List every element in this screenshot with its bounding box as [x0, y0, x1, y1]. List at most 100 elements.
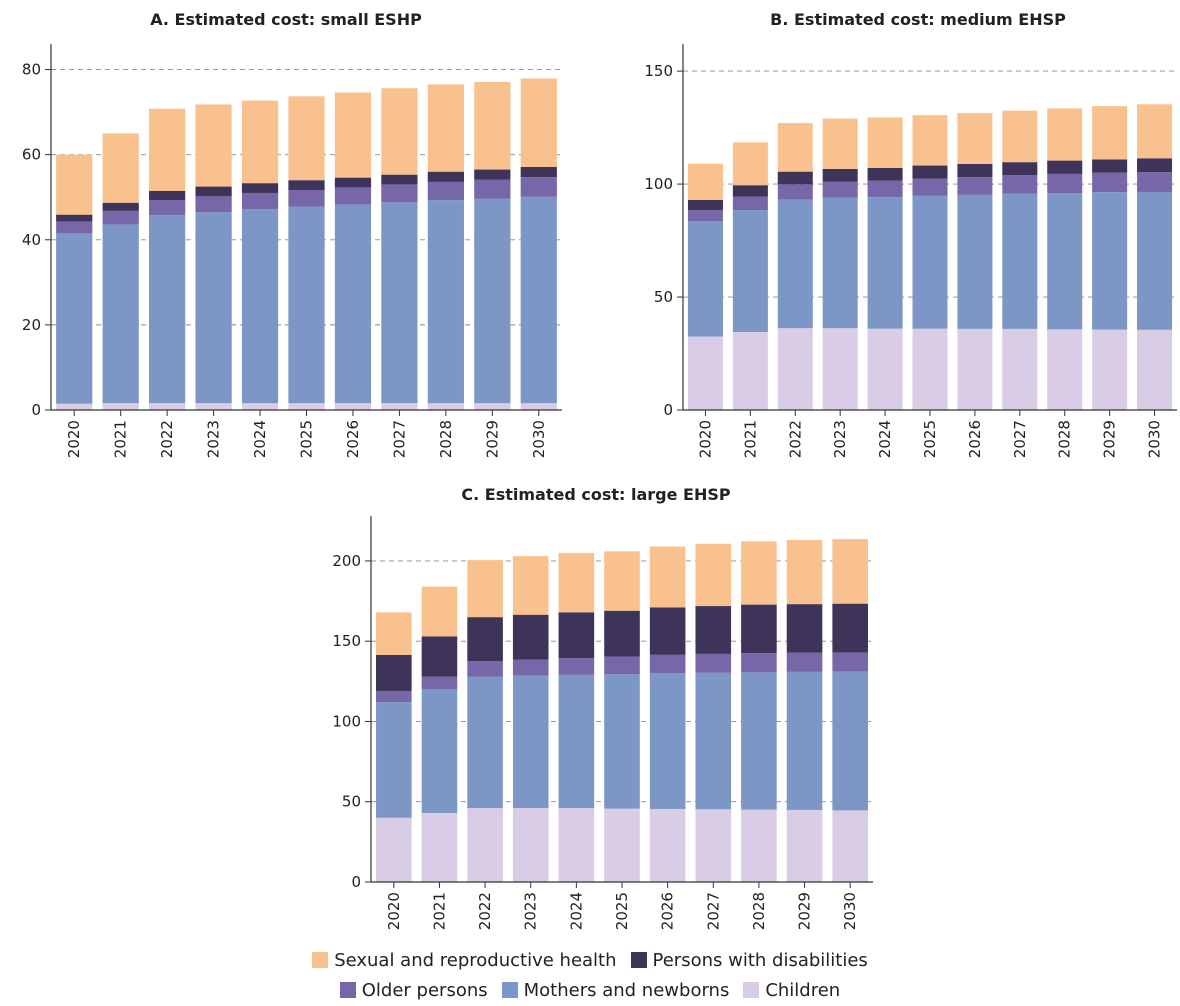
chart-b-bar-sexual-and-reproductive-health-2028: [1047, 108, 1083, 161]
legend-item-older-persons: Older persons: [339, 979, 488, 1001]
chart-c-y-tick-label: 50: [342, 793, 361, 811]
chart-b-y-tick-label: 150: [644, 62, 673, 80]
chart-a-x-tick-label-2026: 2026: [344, 420, 362, 458]
chart-b-bar-sexual-and-reproductive-health-2024: [867, 117, 903, 168]
chart-c-y-tick-label: 0: [351, 873, 361, 891]
chart-b-y-tick-label: 50: [654, 288, 673, 306]
chart-a-bar-older-persons-2024: [241, 192, 279, 210]
chart-c-bar-older-persons-2027: [695, 653, 732, 673]
legend-swatch-sexual-reproductive-health: [312, 952, 329, 968]
chart-b-x-tick-label-2029: 2029: [1101, 420, 1119, 458]
chart-c-bar-children-2021: [421, 812, 458, 882]
chart-b-bar-older-persons-2028: [1047, 173, 1083, 194]
chart-a-x-tick-label-2024: 2024: [251, 420, 269, 458]
chart-a-x-tick-label-2030: 2030: [530, 420, 548, 458]
chart-b-x-tick-label-2030: 2030: [1146, 420, 1164, 458]
legend-label-sexual-reproductive-health: Sexual and reproductive health: [334, 949, 617, 971]
chart-b-bar-older-persons-2027: [1002, 175, 1038, 194]
chart-c-bar-older-persons-2022: [467, 661, 503, 677]
chart-c-bar-children-2024: [558, 808, 595, 882]
chart-c-y-tick-label: 100: [332, 712, 361, 730]
chart-b-bar-persons-with-disabilities-2020: [687, 199, 723, 211]
chart-c-bar-sexual-and-reproductive-health-2030: [832, 539, 868, 604]
chart-a-bar-mothers-and-newborns-2022: [149, 215, 186, 404]
chart-b-bar-mothers-and-newborns-2025: [912, 195, 948, 329]
chart-b-bar-older-persons-2024: [867, 180, 903, 198]
chart-a-bar-children-2027: [381, 403, 418, 410]
chart-c-bar-mothers-and-newborns-2029: [786, 671, 823, 810]
chart-a-bar-sexual-and-reproductive-health-2025: [288, 96, 325, 181]
legend-item-persons-with-disabilities: Persons with disabilities: [630, 950, 868, 971]
chart-c-bar-sexual-and-reproductive-health-2021: [421, 586, 458, 637]
chart-c-bar-persons-with-disabilities-2027: [695, 606, 732, 654]
chart-c-bar-mothers-and-newborns-2028: [741, 672, 777, 810]
chart-c-bar-sexual-and-reproductive-health-2029: [786, 539, 823, 605]
chart-b-x-tick-label-2022: 2022: [786, 420, 804, 458]
chart-a-x-tick-label-2028: 2028: [437, 420, 455, 458]
chart-a-x-tick-label-2021: 2021: [112, 420, 130, 458]
chart-a-bar-older-persons-2022: [149, 200, 186, 216]
chart-c-bar-older-persons-2029: [786, 652, 823, 672]
chart-a-bar-persons-with-disabilities-2020: [56, 214, 93, 222]
chart-b-bar-children-2028: [1047, 329, 1083, 410]
chart-a-bar-mothers-and-newborns-2029: [474, 198, 511, 404]
chart-b-bar-persons-with-disabilities-2027: [1002, 162, 1038, 176]
chart-c-bar-sexual-and-reproductive-health-2024: [558, 552, 595, 613]
chart-b-x-tick-label-2027: 2027: [1011, 420, 1029, 458]
legend-item-sexual-reproductive-health: Sexual and reproductive health: [312, 949, 617, 971]
chart-c-bar-sexual-and-reproductive-health-2022: [467, 560, 503, 618]
chart-a-y-tick-label: 80: [22, 61, 41, 79]
chart-b-bar-persons-with-disabilities-2023: [822, 168, 858, 182]
chart-c-bar-children-2030: [832, 810, 868, 882]
chart-c-bar-mothers-and-newborns-2023: [512, 675, 549, 809]
chart-a-bar-persons-with-disabilities-2025: [288, 180, 325, 190]
chart-b-bar-persons-with-disabilities-2024: [867, 167, 903, 181]
chart-c: C. Estimated cost: large EHSP 0 50 100 150 2…: [332, 485, 873, 930]
chart-a-bar-older-persons-2030: [520, 177, 557, 197]
chart-c-bar-older-persons-2025: [604, 656, 640, 675]
chart-a-bar-persons-with-disabilities-2021: [102, 202, 139, 211]
chart-b: B. Estimated cost: medium EHSP 0 50 100 150…: [644, 10, 1177, 458]
chart-b-bar-mothers-and-newborns-2024: [867, 197, 903, 329]
chart-c-y-tick-label: 150: [332, 632, 361, 650]
chart-c-bar-persons-with-disabilities-2025: [604, 610, 640, 657]
chart-a-bar-older-persons-2026: [334, 187, 372, 205]
chart-b-bar-older-persons-2029: [1092, 172, 1128, 193]
chart-b-bar-children-2022: [777, 328, 813, 410]
chart-c-title: C. Estimated cost: large EHSP: [461, 485, 730, 504]
chart-a-bar-persons-with-disabilities-2027: [381, 174, 418, 185]
chart-b-bar-children-2023: [822, 328, 858, 410]
chart-b-bar-children-2020: [687, 336, 723, 410]
chart-a-title: A. Estimated cost: small ESHP: [150, 10, 422, 29]
chart-a-bar-older-persons-2021: [102, 210, 139, 225]
chart-c-x-tick-label-2021: 2021: [430, 892, 448, 930]
chart-c-bar-persons-with-disabilities-2024: [558, 612, 595, 659]
chart-c-bar-older-persons-2024: [558, 658, 595, 675]
chart-b-bar-sexual-and-reproductive-health-2029: [1092, 106, 1128, 160]
chart-b-bar-persons-with-disabilities-2030: [1137, 158, 1173, 173]
chart-c-bar-children-2027: [695, 809, 732, 882]
chart-a-bar-children-2029: [474, 403, 511, 410]
chart-c-bar-sexual-and-reproductive-health-2023: [512, 556, 549, 615]
chart-c-bar-persons-with-disabilities-2030: [832, 603, 868, 653]
chart-c-bar-mothers-and-newborns-2021: [421, 689, 458, 813]
chart-b-x-tick-label-2023: 2023: [831, 420, 849, 458]
chart-c-bar-older-persons-2020: [376, 690, 412, 703]
chart-c-bar-mothers-and-newborns-2025: [604, 674, 640, 809]
legend-item-children: Children: [743, 980, 840, 1001]
chart-c-bar-persons-with-disabilities-2022: [467, 617, 503, 662]
chart-a-bar-mothers-and-newborns-2027: [381, 202, 418, 404]
chart-b-bar-children-2027: [1002, 328, 1038, 410]
chart-a-bar-mothers-and-newborns-2028: [427, 200, 464, 404]
legend-label-mothers-and-newborns: Mothers and newborns: [523, 979, 730, 1001]
legend-label-older-persons: Older persons: [361, 979, 488, 1001]
chart-b-bar-sexual-and-reproductive-health-2020: [687, 163, 723, 200]
chart-a-bar-mothers-and-newborns-2025: [288, 206, 325, 404]
legend-item-mothers-and-newborns: Mothers and newborns: [501, 979, 730, 1001]
legend-label-children: Children: [765, 979, 841, 1001]
chart-b-bar-mothers-and-newborns-2029: [1092, 192, 1128, 330]
chart-c-bar-sexual-and-reproductive-health-2020: [376, 612, 412, 655]
chart-b-bar-children-2026: [957, 328, 993, 410]
chart-c-bar-persons-with-disabilities-2028: [741, 604, 777, 654]
chart-b-y-tick-label: 100: [644, 175, 673, 193]
